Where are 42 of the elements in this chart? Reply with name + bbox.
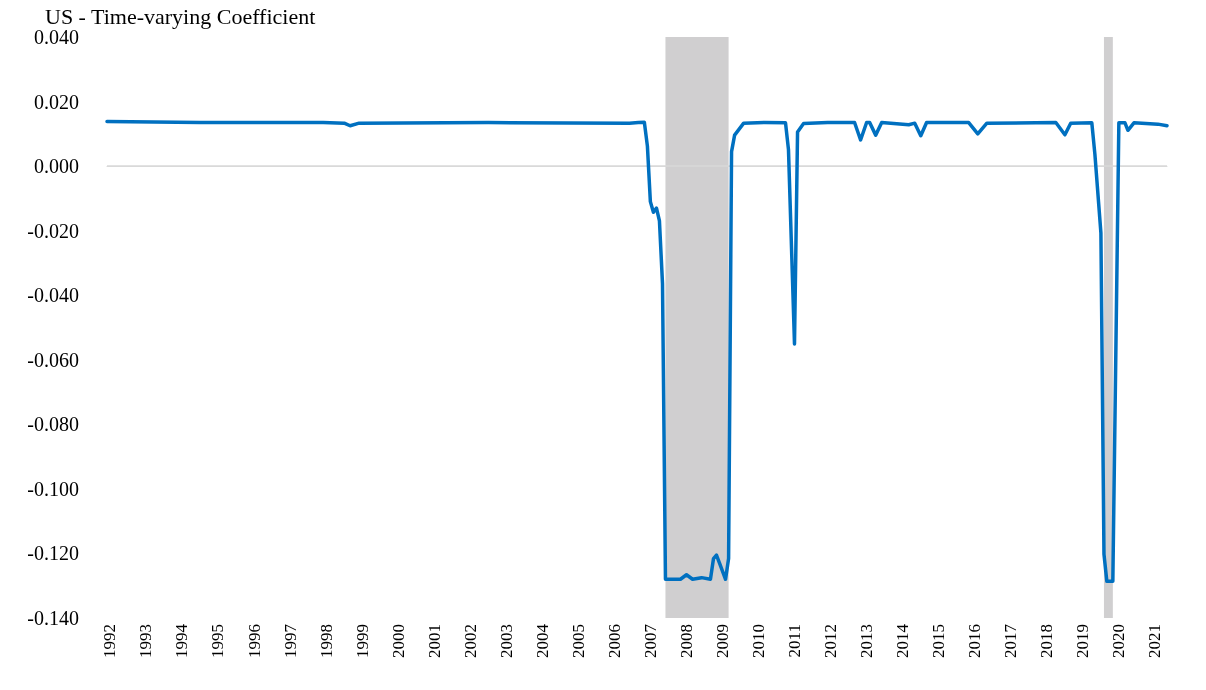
x-tick-label: 2000 — [388, 624, 408, 658]
y-tick-label: -0.020 — [27, 219, 79, 242]
x-tick-label: 2019 — [1073, 624, 1093, 658]
x-tick-label: 2009 — [712, 624, 732, 658]
x-tick-label: 2005 — [568, 624, 588, 658]
y-tick-label: 0.000 — [34, 155, 79, 178]
x-tick-label: 2020 — [1109, 624, 1129, 658]
x-tick-label: 1993 — [136, 624, 156, 658]
x-tick-label: 1995 — [208, 624, 228, 658]
y-tick-label: -0.100 — [27, 477, 79, 500]
x-tick-label: 2010 — [748, 624, 768, 658]
x-tick-label: 1998 — [316, 624, 336, 658]
x-tick-label: 1996 — [244, 624, 264, 658]
y-tick-label: -0.120 — [27, 542, 79, 565]
x-tick-label: 1997 — [280, 623, 300, 658]
y-tick-label: -0.040 — [27, 284, 79, 307]
x-tick-label: 2008 — [676, 624, 696, 658]
y-tick-label: -0.080 — [27, 413, 79, 436]
x-tick-label: 2018 — [1037, 624, 1057, 658]
y-tick-label: -0.140 — [27, 607, 79, 629]
x-tick-label: 2014 — [893, 623, 913, 658]
x-tick-label: 2006 — [604, 624, 624, 658]
y-tick-label: 0.020 — [34, 90, 79, 113]
y-tick-label: 0.040 — [34, 26, 79, 48]
x-tick-label: 2015 — [929, 624, 949, 658]
x-tick-label: 1999 — [352, 624, 372, 658]
x-tick-label: 2021 — [1145, 624, 1165, 658]
x-tick-label: 2003 — [496, 624, 516, 658]
x-tick-label: 2011 — [785, 624, 804, 658]
x-tick-label: 2002 — [460, 624, 480, 658]
y-tick-label: -0.060 — [27, 348, 79, 371]
x-tick-label: 1994 — [172, 623, 192, 658]
line-series — [105, 119, 1169, 583]
chart-title: US - Time-varying Coefficient — [45, 3, 316, 29]
x-tick-label: 2016 — [965, 624, 985, 658]
x-tick-label: 1992 — [100, 624, 120, 658]
x-tick-label: 2007 — [640, 623, 660, 658]
x-tick-label: 2012 — [821, 624, 841, 658]
x-tick-label: 2001 — [424, 624, 444, 658]
x-tick-label: 2004 — [532, 623, 552, 658]
x-tick-label: 2017 — [1001, 623, 1021, 658]
x-tick-label: 2013 — [857, 624, 877, 658]
